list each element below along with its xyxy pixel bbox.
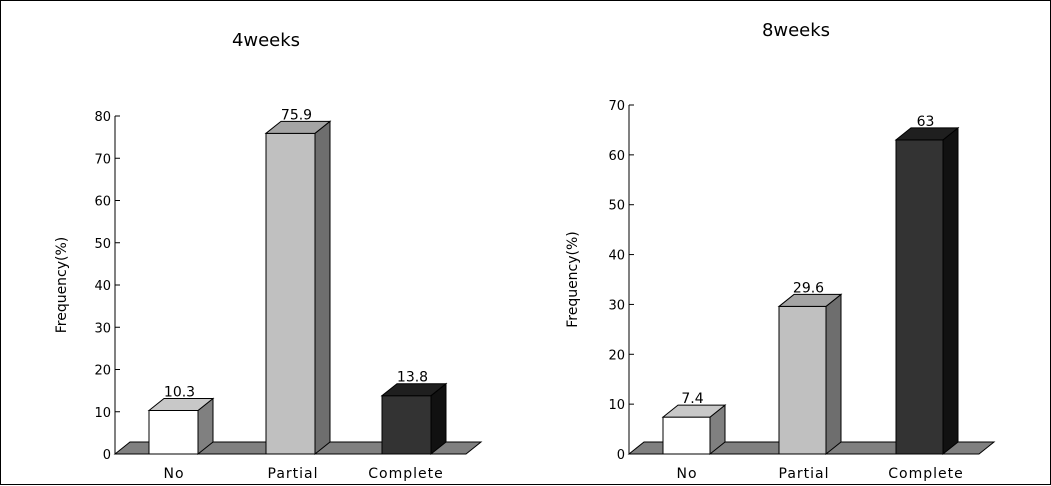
bar-top	[894, 127, 960, 141]
bar-front	[778, 305, 827, 455]
y-tick-label: 0	[103, 448, 111, 463]
bar-side	[942, 126, 959, 456]
x-category-label: Complete	[368, 466, 443, 482]
bar-front	[265, 132, 316, 455]
x-category-label: Complete	[888, 466, 963, 482]
x-category-label: Partial	[779, 466, 830, 482]
bar-value-label: 63	[917, 114, 935, 130]
y-axis-label: Frequency(%)	[565, 231, 581, 328]
bar-value-label: 29.6	[793, 280, 824, 296]
bar-top	[147, 397, 215, 411]
bar-top	[661, 404, 727, 418]
y-tick-label: 60	[608, 149, 625, 164]
y-tick-label: 60	[94, 195, 111, 210]
chart-title: 4weeks	[232, 30, 300, 51]
bar-top	[264, 120, 332, 134]
bar-value-label: 13.8	[397, 370, 428, 386]
x-category-label: No	[676, 466, 697, 482]
bar-top	[380, 383, 448, 397]
y-tick-label: 20	[608, 348, 625, 363]
chart-4weeks: 4weeks Frequency(%) 0 10 20 30 40 50 60 70 80 10.3 N…	[54, 30, 483, 482]
y-axis-label: Frequency(%)	[54, 237, 70, 334]
y-tick-label: 40	[608, 249, 625, 264]
y-tick-label: 10	[94, 406, 111, 421]
y-tick-label: 30	[94, 321, 111, 336]
bar-value-label: 75.9	[281, 107, 312, 123]
y-tick-label: 80	[94, 110, 111, 125]
bar-front	[381, 395, 432, 455]
x-category-label: No	[163, 466, 184, 482]
y-tick-label: 0	[617, 448, 625, 463]
y-tick-label: 70	[608, 99, 625, 114]
y-tick-label: 40	[94, 279, 111, 294]
chart-title: 8weeks	[762, 20, 830, 41]
chart-8weeks: 8weeks Frequency(%) 0 10 20 30 40 50 60 70 7.4 No 29…	[565, 20, 996, 482]
bar-value-label: 10.3	[164, 384, 195, 400]
bar-top	[777, 293, 843, 307]
y-tick-label: 10	[608, 398, 625, 413]
x-category-label: Partial	[268, 466, 319, 482]
bar-front	[895, 139, 944, 455]
y-tick-label: 50	[94, 237, 111, 252]
bar-value-label: 7.4	[681, 391, 703, 407]
y-tick-label: 50	[608, 199, 625, 214]
y-tick-label: 70	[94, 152, 111, 167]
y-tick-label: 20	[94, 364, 111, 379]
bar-side	[314, 120, 331, 456]
y-tick-label: 30	[608, 298, 625, 313]
bar-front	[148, 409, 199, 455]
bar-side	[825, 293, 842, 456]
bar-front	[662, 416, 711, 455]
